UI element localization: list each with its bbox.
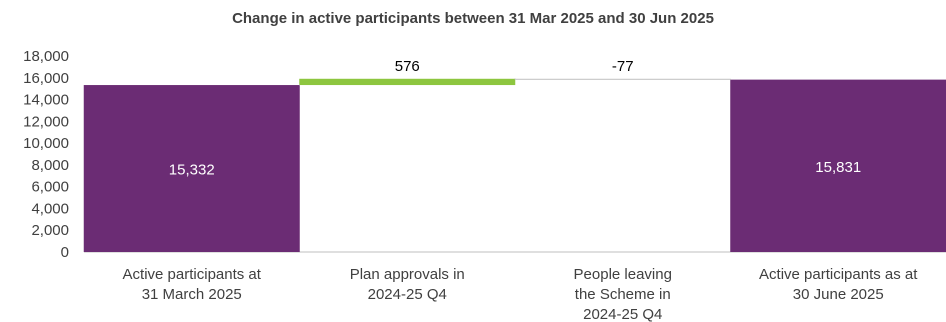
y-tick-label: 18,000 xyxy=(23,48,69,65)
bar-total xyxy=(83,85,300,253)
x-category-label-line: 2024-25 Q4 xyxy=(368,286,447,303)
bar-increase xyxy=(299,78,516,86)
y-tick-label: 0 xyxy=(61,244,69,261)
x-category-label-line: Plan approvals in xyxy=(350,266,465,283)
data-label: -77 xyxy=(612,58,634,75)
y-tick-label: 10,000 xyxy=(23,135,69,152)
x-category-label: People leaving the Scheme in 2024-25 Q4 xyxy=(574,266,672,322)
x-category-label-line: the Scheme in xyxy=(575,286,671,303)
x-category-label-line: Active participants at xyxy=(123,266,262,283)
x-category-label-line: 2024-25 Q4 xyxy=(583,306,662,322)
x-category-label-line: People leaving xyxy=(574,266,672,283)
x-category-label-line: 30 June 2025 xyxy=(793,286,884,303)
x-category-label: Plan approvals in 2024-25 Q4 xyxy=(350,266,465,303)
y-tick-label: 8,000 xyxy=(31,157,69,174)
bar-decrease xyxy=(514,78,731,80)
y-tick-label: 14,000 xyxy=(23,92,69,109)
chart-title: Change in active participants between 31… xyxy=(232,10,714,27)
y-tick-label: 16,000 xyxy=(23,70,69,87)
y-tick-label: 6,000 xyxy=(31,179,69,196)
bar-total xyxy=(730,79,946,252)
x-category-label-line: 31 March 2025 xyxy=(142,286,242,303)
x-category-label: Active participants at 31 March 2025 xyxy=(123,266,262,303)
data-label: 576 xyxy=(395,58,420,75)
data-label: 15,332 xyxy=(169,162,215,179)
x-category-label-line: Active participants as at xyxy=(759,266,918,283)
y-tick-label: 12,000 xyxy=(23,113,69,130)
x-category-label: Active participants as at 30 June 2025 xyxy=(759,266,918,303)
y-tick-label: 2,000 xyxy=(31,222,69,239)
y-tick-label: 4,000 xyxy=(31,200,69,217)
data-label: 15,831 xyxy=(815,159,861,176)
